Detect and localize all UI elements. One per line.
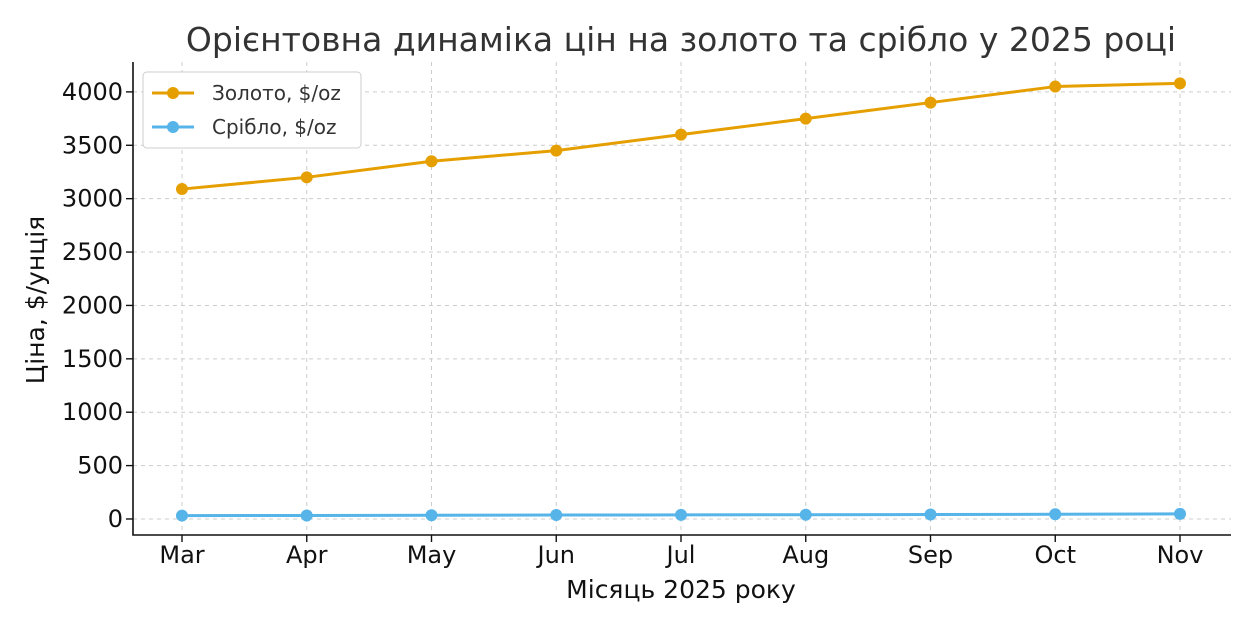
data-point [550,144,563,157]
x-axis-title: Місяць 2025 року [566,575,796,604]
grid [133,62,1231,535]
y-tick-label: 0 [108,505,123,533]
data-point [799,112,812,125]
x-tick-label: Mar [159,541,204,569]
series-layer [176,77,1186,522]
legend-marker [167,121,179,133]
data-point [675,508,687,521]
data-point [1174,507,1186,520]
chart-title: Орієнтовна динаміка цін на золото та срі… [186,20,1176,59]
data-point [300,509,313,522]
data-point [425,155,438,168]
data-point [300,171,313,184]
y-tick-label: 1500 [62,345,123,373]
data-point [550,509,563,522]
y-axis-title: Ціна, $/унція [21,216,50,384]
x-tick-label: Apr [286,541,328,569]
data-point [176,509,188,522]
x-tick-label: Oct [1035,541,1077,569]
y-tick-label: 2500 [62,238,123,266]
x-tick-label: Nov [1157,541,1204,569]
data-point [1174,77,1186,90]
x-tick-label: Jul [665,541,696,569]
x-tick-label: Jun [536,541,576,569]
y-tick-label: 1000 [62,398,123,426]
y-tick-label: 500 [77,452,123,480]
legend-marker [167,87,179,99]
legend-item: Золото, $/oz [152,81,341,105]
data-point [675,128,687,141]
data-point [425,509,438,522]
legend-label: Срібло, $/oz [212,115,336,139]
data-point [1049,508,1062,521]
legend-label: Золото, $/oz [212,81,341,105]
x-tick-label: May [407,541,457,569]
series-0 [176,77,1186,196]
y-tick-label: 3500 [62,131,123,159]
y-tick-label: 4000 [62,78,123,106]
data-point [1049,80,1062,93]
data-point [176,183,188,196]
legend-item: Срібло, $/oz [152,115,336,139]
legend: Золото, $/oz Срібло, $/oz [142,71,362,149]
y-tick-label: 2000 [62,291,123,319]
axis-spines [132,62,1231,536]
data-point [924,96,937,109]
series-1 [176,507,1186,522]
y-tick-label: 3000 [62,185,123,213]
legend-box [142,71,362,149]
x-tick-label: Sep [908,541,953,569]
x-tick-label: Aug [782,541,829,569]
data-point [799,508,812,521]
data-point [924,508,937,521]
axes: 0 500 1000 1500 2000 2500 3000 3500 4000 Mar Apr Ma… [62,62,1231,569]
